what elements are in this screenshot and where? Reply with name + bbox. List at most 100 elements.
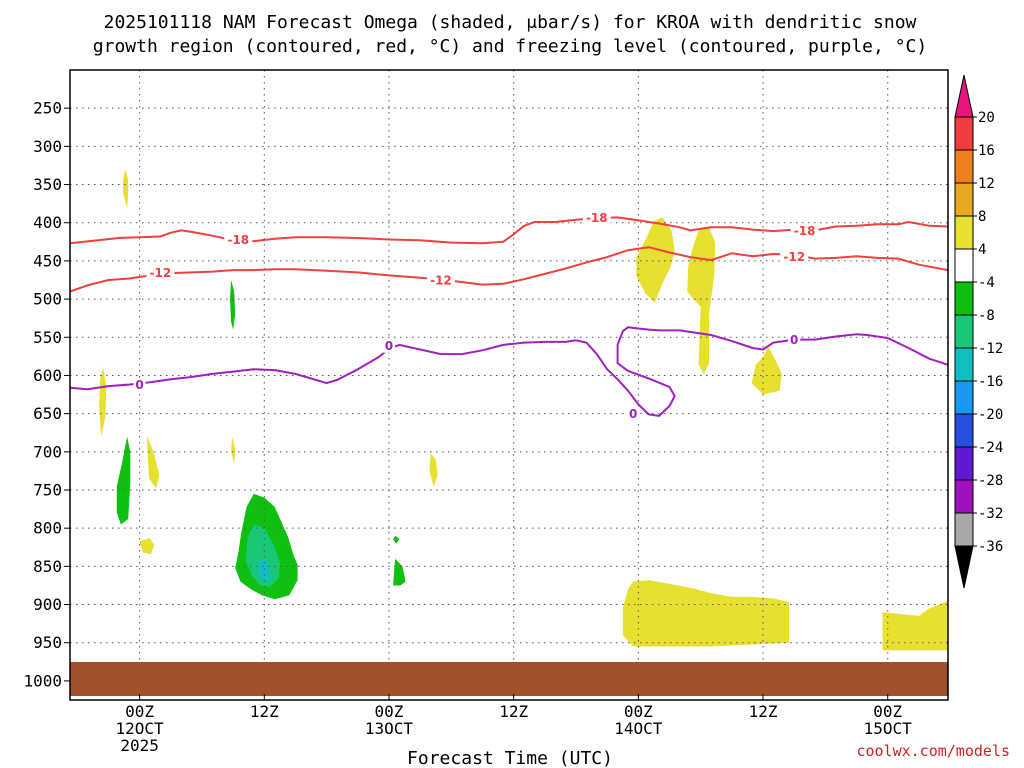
colorbar-label-9: -20: [978, 407, 1003, 423]
omega-pos-595: [751, 346, 782, 395]
dgz-minus12-label: -12: [783, 250, 805, 264]
colorbar-segment-4: [954, 248, 974, 283]
freezing-level-0C-label: 0: [790, 333, 798, 347]
ground-fill: [70, 662, 948, 696]
colorbar-segment-6: [954, 314, 974, 349]
omega-pos-490: [687, 227, 716, 374]
plot-frame: [69, 69, 949, 701]
dgz-minus12-label: -12: [430, 274, 452, 288]
omega-pos-925b: [882, 600, 948, 651]
freezing-level-0C-label: 0: [135, 378, 143, 392]
colorbar-label-6: -8: [978, 308, 995, 324]
omega-pos-700b: [231, 436, 236, 464]
freezing-level-0C-label-bg: [788, 332, 801, 347]
plot-background: [70, 70, 948, 700]
y-tick-label-250: 250: [33, 99, 62, 118]
colorbar-segment-11: [954, 479, 974, 514]
dgz-minus18-label-bg: [790, 223, 819, 238]
y-tick-label-950: 950: [33, 633, 62, 652]
x-tick-label-48-1: 00Z: [624, 702, 653, 721]
y-tick-label-550: 550: [33, 328, 62, 347]
colorbar-label-12: -32: [978, 506, 1003, 522]
colorbar-segment-3: [954, 215, 974, 250]
freezing-level-0C-label-bg: [382, 338, 395, 353]
colorbar-label-13: -36: [978, 539, 1003, 555]
colorbar-segment-1: [954, 149, 974, 184]
dgz-minus12-label: -12: [150, 266, 172, 280]
y-tick-label-800: 800: [33, 519, 62, 538]
colorbar-label-0: 20: [978, 110, 995, 126]
colorbar-label-10: -24: [978, 440, 1003, 456]
x-tick-label-0-3: 2025: [120, 736, 159, 755]
x-axis-title: Forecast Time (UTC): [407, 748, 613, 768]
contour-lines: -18 -18 -18 -12 -12 -12 0 0 0 0: [69, 210, 949, 421]
omega-pos-720c: [429, 453, 438, 487]
freezing-level-0C-line: [69, 326, 949, 417]
y-tick-label-500: 500: [33, 290, 62, 309]
omega-neg-760: [116, 436, 131, 525]
y-tick-label-850: 850: [33, 557, 62, 576]
omega-neg8-850: [245, 524, 280, 587]
colorbar-label-5: -4: [978, 275, 995, 291]
x-tick-label-24-1: 00Z: [375, 702, 404, 721]
y-tick-label-1000: 1000: [23, 671, 62, 690]
omega-pos-640: [99, 367, 107, 437]
dgz-minus18-label-bg: [224, 232, 253, 247]
omega-pos-720: [146, 436, 160, 489]
y-tick-label-900: 900: [33, 595, 62, 614]
freezing-level-0C-label: 0: [385, 339, 393, 353]
chart-title-line-1: 2025101118 NAM Forecast Omega (shaded, μ…: [104, 12, 917, 33]
y-tick-label-300: 300: [33, 137, 62, 156]
dgz-minus18-label: -18: [227, 233, 249, 247]
dgz-minus12-label-bg: [780, 249, 809, 264]
y-tick-label-350: 350: [33, 175, 62, 194]
omega-pos-925a: [622, 580, 789, 647]
colorbar-segment-5: [954, 281, 974, 316]
omega-neg-860: [393, 558, 406, 586]
y-tick-label-400: 400: [33, 213, 62, 232]
colorbar-segment-9: [954, 413, 974, 448]
colorbar-label-3: 8: [978, 209, 986, 225]
colorbar-segment-7: [954, 347, 974, 382]
omega-pos-440: [636, 217, 675, 303]
x-tick-label-60-1: 12Z: [749, 702, 778, 721]
freezing-level-0C-label-bg: [627, 406, 640, 421]
dgz-minus18-label: -18: [586, 211, 608, 225]
x-tick-label-0-2: 12OCT: [116, 719, 165, 738]
x-tick-label-0-1: 00Z: [125, 702, 154, 721]
dgz-minus18-label: -18: [794, 224, 816, 238]
colorbar-segment-0: [954, 116, 974, 151]
freezing-level-0C-label-bg: [133, 377, 146, 392]
dgz-minus12-label-bg: [146, 265, 175, 280]
chart-title-line-2: growth region (contoured, red, °C) and f…: [93, 36, 927, 57]
colorbar-label-2: 12: [978, 176, 995, 192]
y-tick-label-700: 700: [33, 442, 62, 461]
colorbar-segment-12: [954, 512, 974, 547]
y-tick-label-750: 750: [33, 481, 62, 500]
grid-lines: [70, 70, 948, 700]
colorbar-segment-10: [954, 446, 974, 481]
colorbar-label-11: -28: [978, 473, 1003, 489]
colorbar: 20 16 12 8 4 -4 -8 -12 -16 -20 -24 -28 -32 -36: [954, 74, 1003, 589]
colorbar-label-4: 4: [978, 242, 986, 258]
plot-area: -18 -18 -18 -12 -12 -12 0 0 0 0: [69, 69, 949, 701]
x-tick-label-48-2: 14OCT: [614, 719, 663, 738]
colorbar-label-1: 16: [978, 143, 995, 159]
omega-neg-805: [393, 535, 400, 544]
colorbar-bottom-arrow: [954, 545, 974, 589]
colorbar-segment-2: [954, 182, 974, 217]
x-tick-label-12-1: 12Z: [250, 702, 279, 721]
colorbar-label-7: -12: [978, 341, 1003, 357]
x-tick-label-72-2: 15OCT: [864, 719, 913, 738]
x-tick-label-36-1: 12Z: [499, 702, 528, 721]
omega-pos-350: [123, 169, 129, 209]
dgz-minus12-label-bg: [426, 273, 455, 287]
colorbar-label-8: -16: [978, 374, 1003, 390]
x-tick-label-24-2: 13OCT: [365, 719, 414, 738]
credit-watermark: coolwx.com/models: [856, 742, 1010, 760]
x-tick-label-72-1: 00Z: [873, 702, 902, 721]
y-tick-label-450: 450: [33, 251, 62, 270]
colorbar-segment-8: [954, 380, 974, 415]
